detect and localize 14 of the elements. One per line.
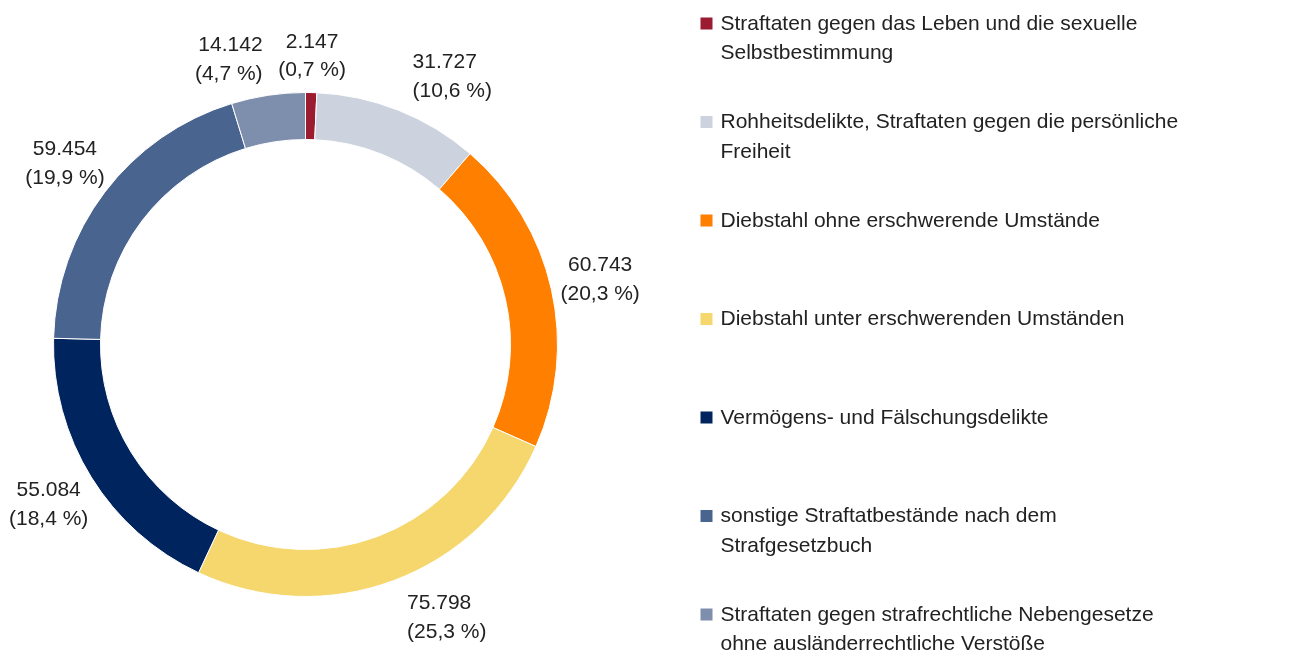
legend-label: Vermögens- und Fälschungsdelikte	[720, 404, 1049, 428]
legend-label: sonstige Straftatbestände nach dem Strafgesetzbuch	[720, 503, 1057, 556]
data-label: 75.798 (25,3 %)	[407, 590, 487, 643]
legend-label: Diebstahl ohne erschwerende Umstände	[720, 207, 1100, 231]
legend-label: Straftaten gegen das Leben und die sexuelle Selbstbestimmung	[720, 10, 1138, 64]
data-label: 2.147 (0,7 %)	[278, 28, 346, 81]
data-label: 14.142 (4,7 %)	[194, 31, 263, 84]
data-label: 31.727 (10,6 %)	[412, 49, 492, 101]
legend-label: Straftaten gegen strafrechtliche Nebengesetze ohne ausländerrechtliche Verstöße	[720, 601, 1154, 654]
data-label: 55.084 (18,4 %)	[8, 477, 89, 530]
legend-label: Rohheitsdelikte, Straftaten gegen die persönliche Freiheit	[720, 109, 1179, 162]
data-label: 60.743 (20,3 %)	[560, 252, 640, 305]
legend-label: Diebstahl unter erschwerenden Umständen	[720, 306, 1125, 329]
data-label: 59.454 (19,9 %)	[25, 136, 105, 188]
